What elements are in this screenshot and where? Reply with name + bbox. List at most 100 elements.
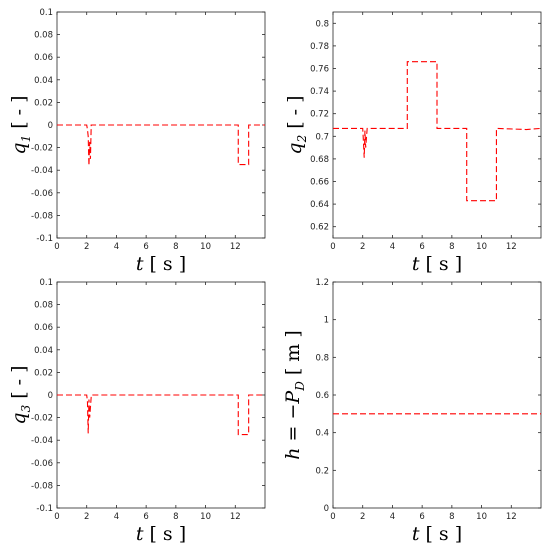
- y-axis-label-sub: D: [293, 381, 307, 392]
- plot-area: [332, 281, 542, 509]
- y-tick-label: -0.06: [31, 189, 53, 199]
- y-tick-label: 0.78: [310, 42, 329, 52]
- y-tick-label: 0.64: [310, 200, 329, 210]
- subplot-4: 0 2 4 6 8 10 12 0 0.2 0.4 0.6 0.8 1 1.2 t[ s ] h = −PD […: [282, 278, 542, 545]
- x-axis-label-unit: [ s ]: [149, 523, 186, 545]
- subplot-1: 0 2 4 6 8 10 12 -0.1 -0.08 -0.06 -0.04 -0.02 0 0.02 0.…: [8, 8, 266, 275]
- y-tick-label: -0.1: [36, 504, 53, 514]
- x-tick-label: 6: [143, 242, 148, 252]
- y-axis-label-unit: [ m ]: [282, 330, 304, 375]
- y-tick-label: 1.2: [315, 278, 329, 288]
- x-tick-label: 12: [506, 512, 517, 522]
- y-tick-label: -0.04: [31, 166, 53, 176]
- x-axis-label-var: t: [136, 253, 144, 275]
- y-tick-label: -0.1: [36, 234, 53, 244]
- y-tick-label: 0.08: [34, 31, 53, 41]
- x-tick-label: 0: [54, 242, 59, 252]
- y-tick-label: 0.06: [34, 323, 53, 333]
- series-line: [57, 124, 265, 166]
- y-axis-label-sub: 1: [19, 135, 33, 143]
- x-tick-label: 4: [114, 512, 119, 522]
- y-axis-label: q3 [ - ]: [8, 365, 33, 424]
- y-tick-label: 0.8: [315, 19, 329, 29]
- y-axis-label-sub: 2: [295, 135, 309, 144]
- y-tick-label: 0.02: [34, 368, 53, 378]
- plot-area: [332, 11, 542, 239]
- x-tick-label: 2: [360, 242, 365, 252]
- y-tick-label: 0.62: [310, 223, 329, 233]
- subplot-3: 0 2 4 6 8 10 12 -0.1 -0.08 -0.06 -0.04 -0.02 0 0.02 0.…: [8, 278, 266, 545]
- y-tick-label: 0.02: [34, 98, 53, 108]
- y-tick-label: 0.68: [310, 155, 329, 165]
- y-tick-label: -0.06: [31, 459, 53, 469]
- x-axis-label-var: t: [412, 523, 420, 545]
- x-axis-label: t[ s ]: [412, 523, 462, 545]
- y-tick-label: 0.1: [39, 278, 53, 288]
- y-tick-label: 0.7: [315, 132, 329, 142]
- y-tick-label: -0.02: [31, 414, 53, 424]
- x-tick-label: 8: [173, 242, 178, 252]
- subplot-2: 0 2 4 6 8 10 12 0.62 0.64 0.66 0.68 0.7 0.72 0.74 0.76…: [284, 11, 542, 275]
- plot-area: [56, 11, 266, 239]
- y-axis-label-var: q: [8, 142, 30, 154]
- y-tick-label: 1: [324, 316, 329, 326]
- y-axis-label-unit: [ - ]: [8, 95, 30, 128]
- y-tick-label: -0.08: [31, 481, 53, 491]
- x-tick-label: 4: [390, 242, 395, 252]
- series-line: [57, 394, 265, 436]
- y-tick-label: 0: [324, 504, 329, 514]
- y-tick-label: -0.02: [31, 144, 53, 154]
- x-axis-label: t[ s ]: [412, 253, 462, 275]
- y-tick-label: 0.74: [310, 87, 329, 97]
- y-axis-label-var: h = −P: [282, 390, 304, 460]
- y-tick-label: 0.72: [310, 110, 329, 120]
- x-axis-label-var: t: [412, 253, 420, 275]
- y-tick-label: 0: [48, 121, 53, 131]
- x-tick-label: 6: [419, 512, 424, 522]
- x-tick-label: 2: [84, 242, 89, 252]
- y-axis-label-var: q: [284, 142, 306, 154]
- y-tick-label: 0.4: [315, 429, 329, 439]
- y-tick-label: 0.2: [315, 466, 329, 476]
- x-tick-label: 12: [506, 242, 517, 252]
- x-tick-label: 10: [200, 512, 211, 522]
- x-tick-label: 6: [143, 512, 148, 522]
- y-axis-label-sub: 3: [19, 404, 33, 412]
- x-tick-label: 10: [200, 242, 211, 252]
- x-axis-label-unit: [ s ]: [149, 253, 186, 275]
- x-tick-label: 4: [114, 242, 119, 252]
- y-tick-label: 0.1: [39, 8, 53, 18]
- y-tick-label: 0.6: [315, 391, 329, 401]
- x-tick-label: 0: [54, 512, 59, 522]
- x-tick-label: 0: [330, 242, 335, 252]
- y-tick-label: 0.8: [315, 353, 329, 363]
- y-tick-label: 0: [48, 391, 53, 401]
- x-tick-label: 2: [360, 512, 365, 522]
- x-tick-label: 10: [476, 242, 487, 252]
- y-axis-label: h = −PD [ m ]: [282, 330, 307, 460]
- x-axis-label-unit: [ s ]: [425, 523, 462, 545]
- y-axis-label-var: q: [8, 412, 30, 424]
- y-axis-label: q2 [ - ]: [284, 95, 309, 154]
- x-tick-label: 10: [476, 512, 487, 522]
- y-axis-label: q1 [ - ]: [8, 95, 33, 154]
- x-axis-label: t[ s ]: [136, 523, 186, 545]
- series-line: [333, 61, 542, 202]
- x-axis-label: t[ s ]: [136, 253, 186, 275]
- x-tick-label: 12: [230, 512, 241, 522]
- x-tick-label: 8: [173, 512, 178, 522]
- y-tick-label: 0.04: [34, 76, 53, 86]
- y-tick-label: 0.04: [34, 346, 53, 356]
- x-axis-label-unit: [ s ]: [425, 253, 462, 275]
- y-tick-label: 0.08: [34, 301, 53, 311]
- x-tick-label: 8: [449, 242, 454, 252]
- x-tick-label: 4: [390, 512, 395, 522]
- x-tick-label: 2: [84, 512, 89, 522]
- y-axis-label-unit: [ - ]: [284, 95, 306, 128]
- y-axis-label-unit: [ - ]: [8, 365, 30, 398]
- x-tick-label: 0: [330, 512, 335, 522]
- y-tick-label: 0.06: [34, 53, 53, 63]
- y-tick-label: -0.04: [31, 436, 53, 446]
- y-tick-label: 0.66: [310, 178, 329, 188]
